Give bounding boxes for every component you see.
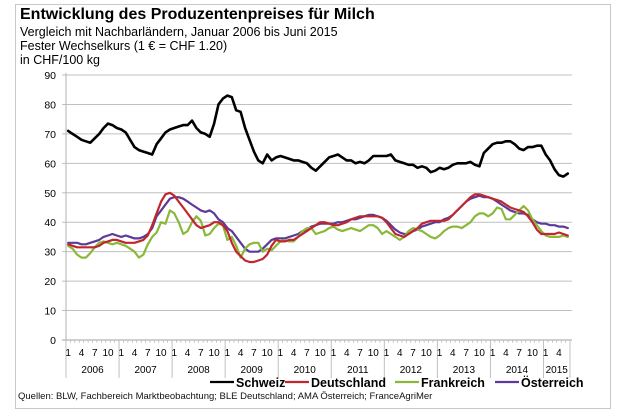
x-month-label: 7	[92, 348, 98, 359]
series-line-frankreich	[67, 204, 569, 259]
chart-frame	[15, 4, 611, 409]
x-month-label: 7	[145, 348, 151, 359]
y-tick-label: 40	[44, 217, 56, 229]
chart-subtitle-3: in CHF/100 kg	[20, 53, 100, 67]
x-month-label: 1	[225, 348, 231, 359]
x-month-label: 4	[556, 348, 562, 359]
x-year-label: 2009	[241, 365, 264, 376]
x-month-label: 10	[315, 348, 327, 359]
x-month-label: 1	[437, 348, 443, 359]
y-tick-label: 60	[44, 158, 56, 170]
y-tick-label: 80	[44, 99, 56, 111]
x-month-label: 1	[490, 348, 496, 359]
x-month-label: 1	[65, 348, 71, 359]
legend-label: Österreich	[521, 375, 584, 390]
x-year-label: 2008	[188, 365, 211, 376]
x-year-label: 2012	[400, 365, 423, 376]
y-tick-label: 90	[44, 70, 56, 82]
legend-label: Schweiz	[236, 376, 285, 390]
x-month-label: 4	[450, 348, 456, 359]
x-month-label: 7	[251, 348, 257, 359]
x-month-label: 7	[516, 348, 522, 359]
x-month-label: 1	[543, 348, 549, 359]
x-month-label: 1	[384, 348, 390, 359]
legend-label: Deutschland	[311, 376, 386, 390]
x-month-label: 4	[291, 348, 297, 359]
x-year-label: 2014	[506, 365, 529, 376]
x-month-label: 1	[331, 348, 337, 359]
x-month-label: 1	[172, 348, 178, 359]
x-month-label: 10	[102, 348, 114, 359]
x-month-label: 10	[262, 348, 274, 359]
x-month-label: 1	[278, 348, 284, 359]
x-year-label: 2010	[294, 365, 317, 376]
source-note: Quellen: BLW, Fachbereich Marktbeobachtu…	[18, 391, 433, 402]
y-tick-label: 50	[44, 188, 56, 200]
x-month-label: 4	[503, 348, 509, 359]
series-line-deutschland	[67, 191, 569, 264]
x-month-label: 4	[132, 348, 138, 359]
y-tick-label: 10	[44, 306, 56, 318]
series-line-schweiz	[66, 94, 570, 178]
legend-label: Frankreich	[421, 376, 485, 390]
x-year-label: 2006	[81, 365, 104, 376]
x-month-label: 7	[304, 348, 310, 359]
x-month-label: 10	[155, 348, 167, 359]
x-month-label: 7	[357, 348, 363, 359]
x-month-label: 4	[185, 348, 191, 359]
x-year-label: 2015	[546, 365, 569, 376]
y-tick-label: 20	[44, 276, 56, 288]
x-month-label: 10	[474, 348, 486, 359]
x-year-label: 2011	[347, 365, 369, 376]
x-year-label: 2013	[453, 365, 476, 376]
x-month-label: 10	[421, 348, 433, 359]
x-month-label: 4	[238, 348, 244, 359]
x-month-label: 7	[198, 348, 204, 359]
y-tick-label: 70	[44, 129, 56, 141]
x-year-label: 2007	[134, 365, 157, 376]
x-month-label: 7	[463, 348, 469, 359]
x-month-label: 10	[527, 348, 539, 359]
chart-title: Entwicklung des Produzentenpreises für M…	[20, 6, 375, 23]
x-month-label: 1	[118, 348, 124, 359]
x-month-label: 10	[209, 348, 221, 359]
chart-subtitle-2: Fester Wechselkurs (1 € = CHF 1.20)	[20, 39, 228, 53]
y-tick-label: 0	[50, 335, 56, 347]
x-month-label: 4	[79, 348, 85, 359]
x-month-label: 7	[410, 348, 416, 359]
chart-subtitle-1: Vergleich mit Nachbarländern, Januar 200…	[20, 25, 338, 39]
x-month-label: 10	[368, 348, 380, 359]
x-month-label: 4	[397, 348, 403, 359]
x-month-label: 4	[344, 348, 350, 359]
y-tick-label: 30	[44, 247, 56, 259]
